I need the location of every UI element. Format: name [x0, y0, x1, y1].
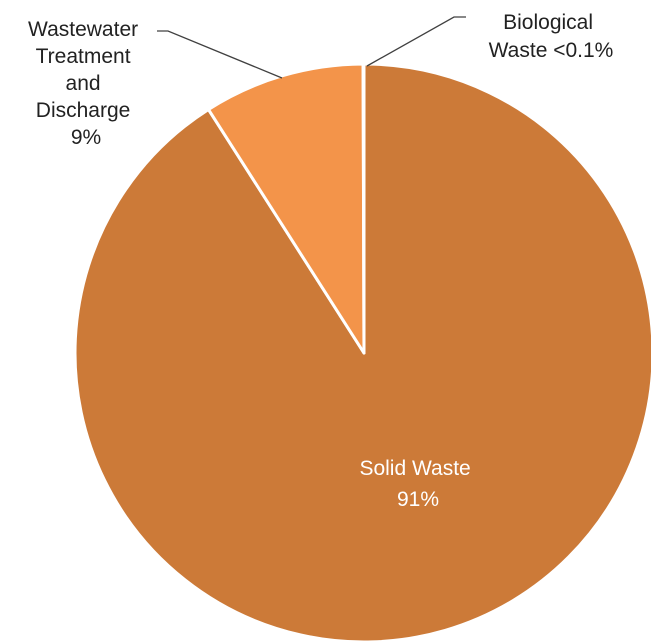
pie-slice-biological-waste	[361, 62, 366, 355]
leader-line-biological-waste	[366, 16, 466, 67]
label-solid-waste: Solid Waste 91%	[359, 457, 476, 511]
label-wastewater: Wastewater Treatment and Discharge 9%	[28, 18, 144, 149]
label-biological-waste: Biological Waste <0.1%	[489, 11, 614, 62]
leader-lines	[157, 16, 466, 79]
pie-slices	[73, 62, 651, 643]
pie-slice-wastewater	[206, 62, 366, 355]
leader-line-wastewater	[157, 30, 283, 79]
